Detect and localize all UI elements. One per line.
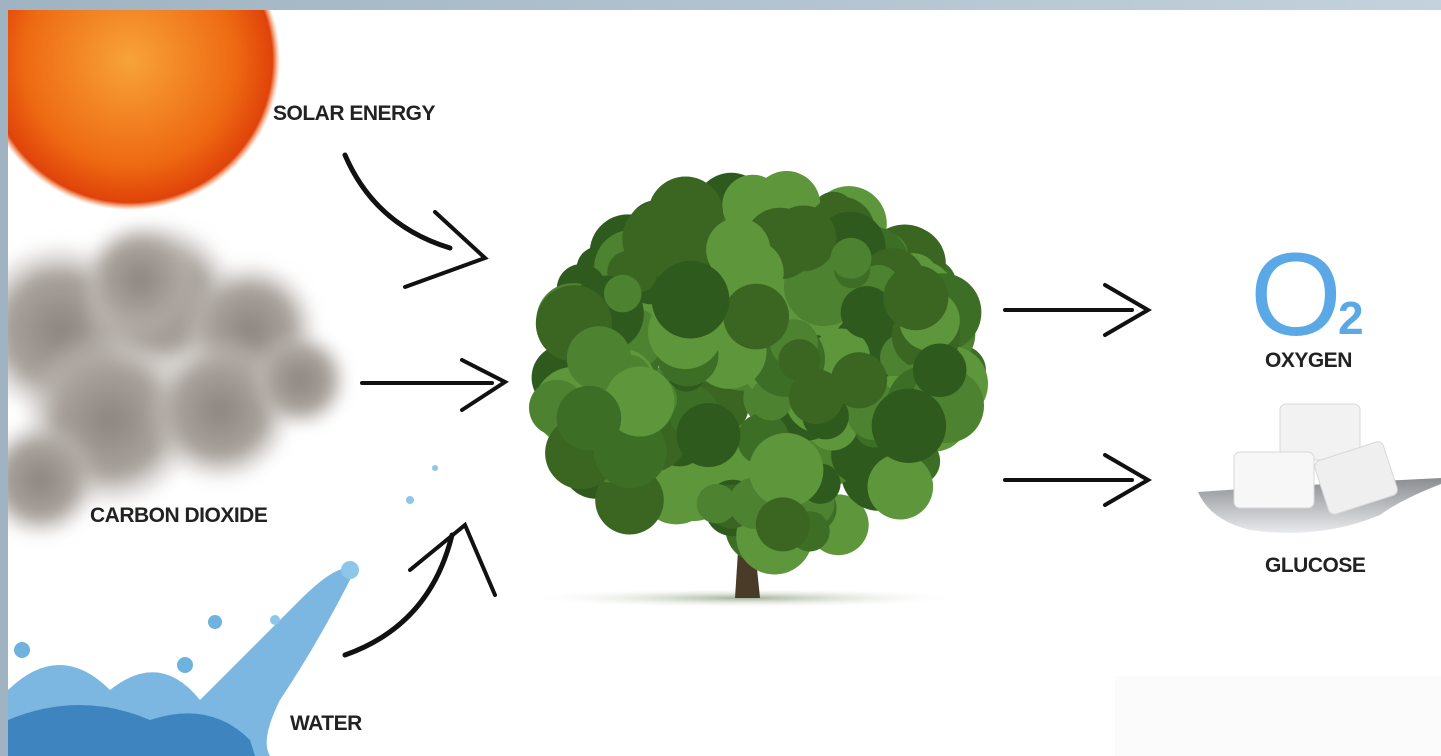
leaf-cluster bbox=[912, 343, 967, 398]
leaf-cluster bbox=[566, 326, 632, 391]
leaf-cluster bbox=[622, 200, 699, 277]
arrow bbox=[342, 152, 453, 251]
leaf-cluster bbox=[840, 286, 894, 339]
leaf-cluster bbox=[723, 283, 789, 350]
smoke-puff bbox=[250, 330, 350, 430]
arrow-head bbox=[408, 521, 497, 597]
leaf-cluster bbox=[755, 497, 810, 552]
arrow-head bbox=[1103, 283, 1152, 337]
smoke-puff bbox=[8, 420, 100, 540]
smoke-puff bbox=[80, 220, 200, 340]
faint-panel bbox=[1115, 676, 1441, 756]
label: SOLAR ENERGY bbox=[273, 102, 436, 125]
leaf-cluster bbox=[871, 388, 947, 463]
arrows bbox=[342, 152, 1152, 658]
leaf-cluster bbox=[867, 453, 934, 520]
leaf-cluster bbox=[883, 265, 949, 331]
leaf-cluster bbox=[696, 483, 737, 524]
leaf-cluster bbox=[651, 260, 730, 339]
sugar-spoon bbox=[1198, 403, 1441, 533]
arrow-head bbox=[460, 358, 509, 412]
oxygen-subscript: 2 bbox=[1338, 292, 1364, 344]
sun bbox=[8, 10, 280, 210]
leaf-cluster bbox=[706, 217, 771, 283]
label: GLUCOSE bbox=[1265, 554, 1366, 577]
tree-canopy bbox=[529, 171, 988, 575]
water-splash bbox=[8, 465, 438, 756]
leaf-cluster bbox=[788, 369, 844, 425]
leaf-cluster bbox=[830, 352, 888, 409]
arrow bbox=[342, 532, 455, 658]
label: OXYGEN bbox=[1265, 349, 1352, 372]
label: WATER bbox=[290, 712, 362, 735]
cloud bbox=[8, 220, 350, 540]
leaf-cluster bbox=[604, 366, 675, 437]
leaf-cluster bbox=[830, 237, 872, 279]
leaf-cluster bbox=[603, 274, 642, 313]
leaf-cluster bbox=[749, 433, 824, 508]
leaf-cluster bbox=[556, 385, 622, 451]
oxygen-symbol: O bbox=[1250, 229, 1342, 361]
leaf-cluster bbox=[676, 403, 741, 467]
arrow-head bbox=[1103, 453, 1152, 507]
arrow-head bbox=[403, 210, 489, 289]
label: CARBON DIOXIDE bbox=[90, 504, 268, 527]
